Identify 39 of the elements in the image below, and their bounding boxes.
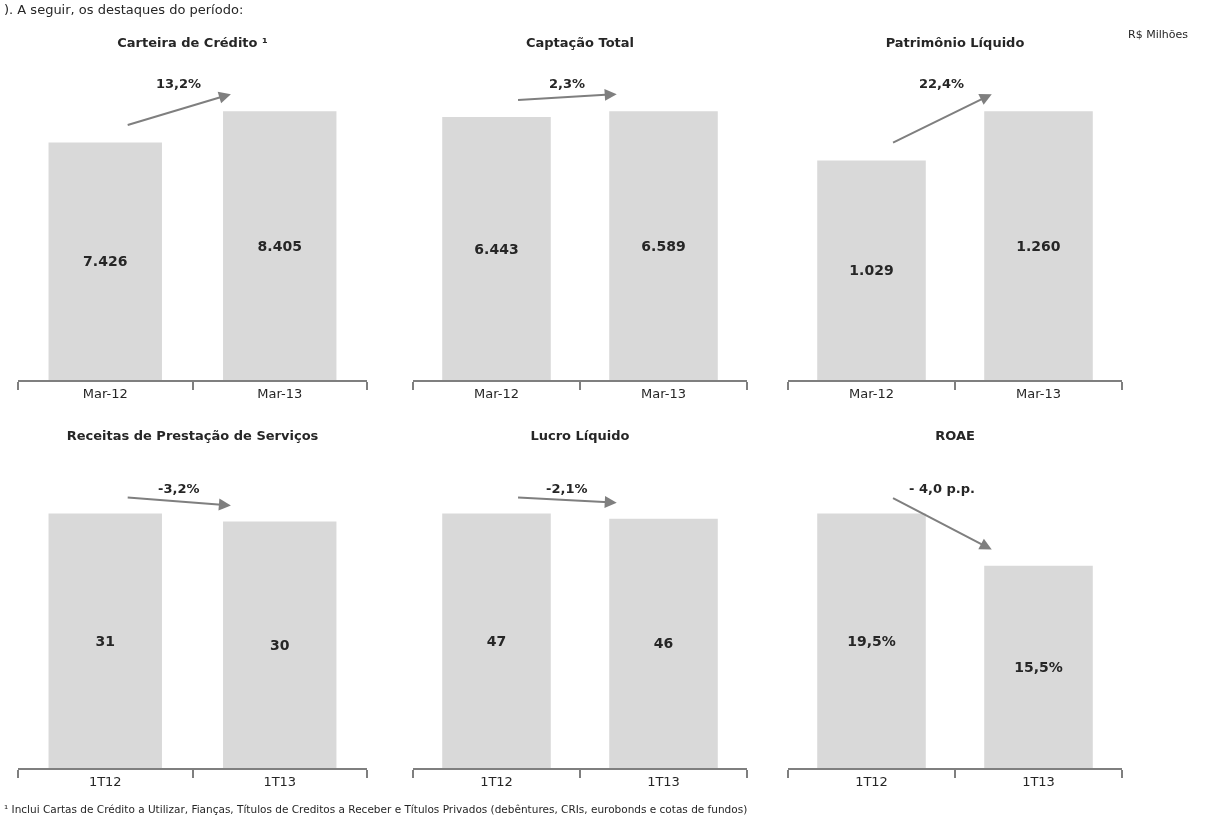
x-tick-label: Mar-12 xyxy=(849,385,894,401)
x-tick-label: Mar-12 xyxy=(474,385,519,401)
chart-title: Receitas de Prestação de Serviços xyxy=(66,427,319,443)
chart-title: Carteira de Crédito ¹ xyxy=(117,34,268,50)
chart-title: Lucro Líquido xyxy=(530,427,630,443)
text: 2,3% xyxy=(549,76,586,91)
x-tick-label: 1T12 xyxy=(88,773,122,789)
chart-title: ROAE xyxy=(935,427,975,443)
x-tick-label: Mar-13 xyxy=(641,385,686,401)
data-label: 46 xyxy=(653,635,674,652)
data-label: 30 xyxy=(269,636,290,653)
chart-title: Patrimônio Líquido xyxy=(885,34,1025,50)
chart-title: Captação Total xyxy=(525,34,635,50)
data-label: 1.260 xyxy=(1016,237,1061,254)
text: -3,2% xyxy=(158,481,200,496)
data-label: 31 xyxy=(95,632,115,649)
data-label: 19,5% xyxy=(847,632,896,649)
x-tick-label: 1T13 xyxy=(647,773,680,789)
data-label: 15,5% xyxy=(1014,658,1063,675)
x-tick-label: 1T12 xyxy=(855,773,888,789)
data-label: 47 xyxy=(486,632,507,649)
x-tick-label: 1T13 xyxy=(263,773,297,789)
text: ). A seguir, os destaques do período: xyxy=(4,2,244,17)
x-tick-label: Mar-13 xyxy=(257,385,303,401)
text: - 4,0 p.p. xyxy=(909,481,975,496)
text: ¹ Inclui Cartas de Crédito a Utilizar, Fianças, Títulos de Creditos a Receber e Títulos Privados (debêntures, CRIs, eurobonds e cotas de fundos) xyxy=(4,803,748,815)
x-tick-label: Mar-12 xyxy=(82,385,128,401)
x-tick-label: 1T12 xyxy=(480,773,513,789)
text: R$ Milhões xyxy=(1128,28,1188,41)
data-label: 6.589 xyxy=(641,237,686,254)
text: 13,2% xyxy=(156,76,202,91)
x-tick-label: 1T13 xyxy=(1022,773,1055,789)
text: 22,4% xyxy=(919,76,965,91)
data-label: 7.426 xyxy=(83,253,128,270)
data-label: 1.029 xyxy=(849,262,894,279)
data-label: 6.443 xyxy=(474,240,519,257)
x-tick-label: Mar-13 xyxy=(1016,385,1061,401)
data-label: 8.405 xyxy=(257,237,302,254)
text: -2,1% xyxy=(546,481,588,496)
